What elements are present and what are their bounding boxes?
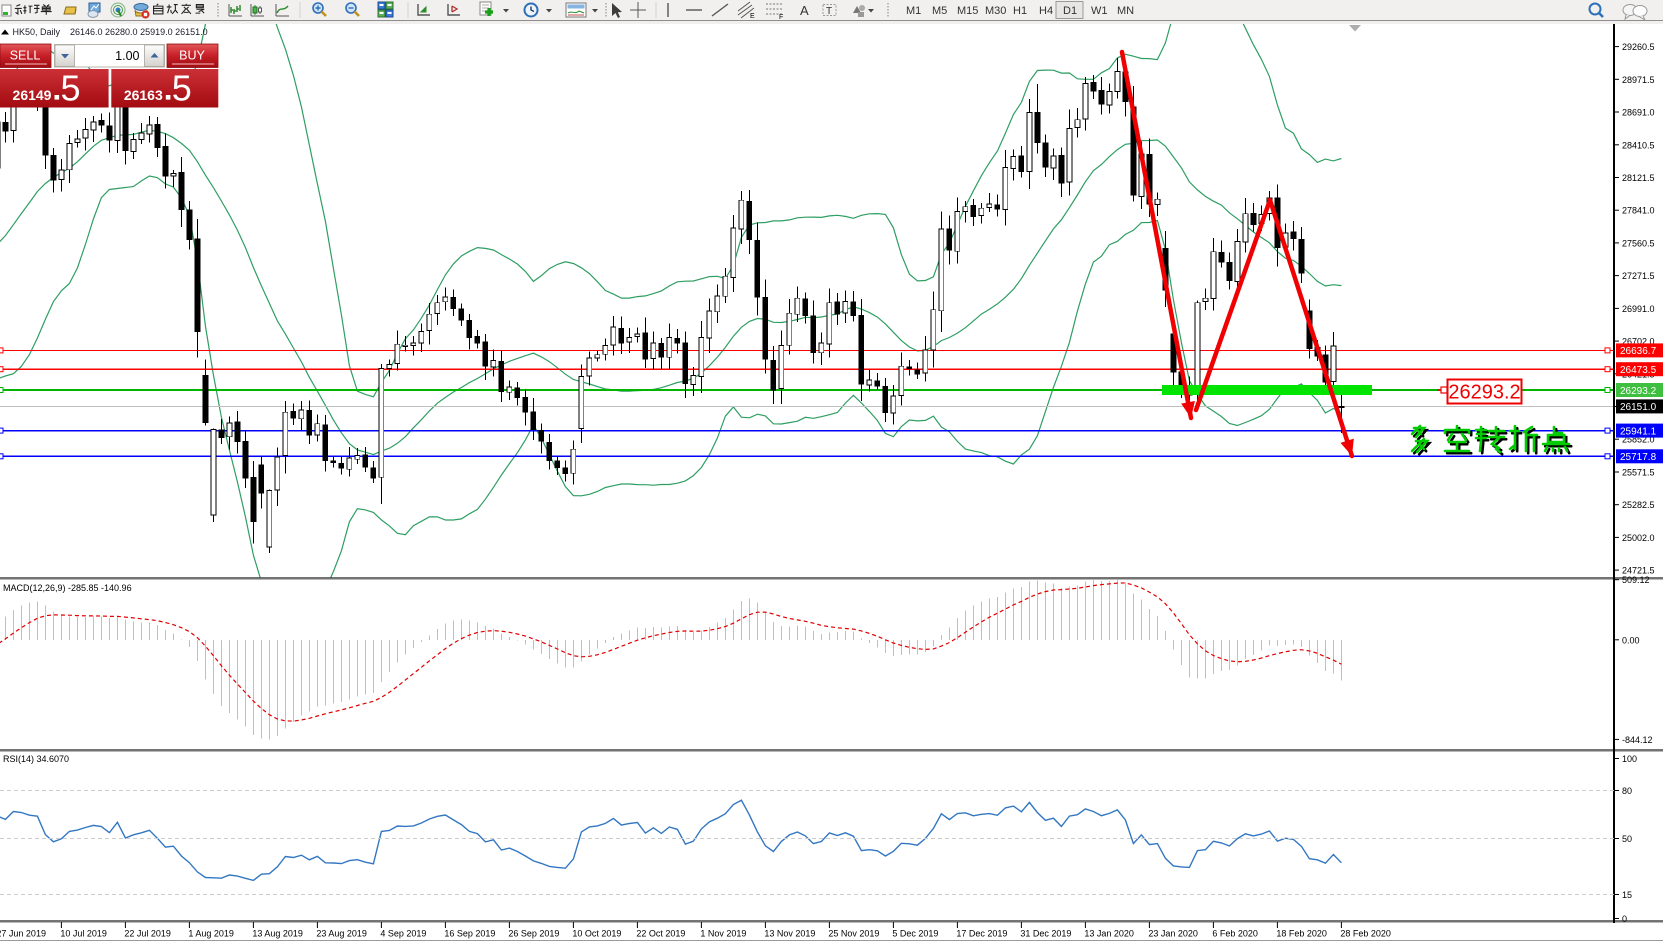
svg-text:26151.0: 26151.0	[1620, 402, 1657, 413]
svg-text:80: 80	[1622, 786, 1632, 796]
svg-text:0.00: 0.00	[1622, 635, 1640, 645]
svg-text:18 Feb 2020: 18 Feb 2020	[1276, 929, 1327, 939]
svg-text:509.12: 509.12	[1622, 575, 1650, 585]
svg-text:M5: M5	[932, 5, 947, 17]
svg-text:31 Dec 2019: 31 Dec 2019	[1020, 929, 1071, 939]
svg-text:5 Dec 2019: 5 Dec 2019	[892, 929, 938, 939]
svg-text:13 Nov 2019: 13 Nov 2019	[764, 929, 815, 939]
svg-text:M15: M15	[957, 5, 978, 17]
svg-text:BUY: BUY	[179, 49, 205, 63]
svg-text:M1: M1	[906, 5, 921, 17]
svg-text:M30: M30	[985, 5, 1006, 17]
svg-text:25282.5: 25282.5	[1622, 500, 1655, 510]
svg-text:0: 0	[1622, 914, 1627, 924]
svg-text:17 Dec 2019: 17 Dec 2019	[956, 929, 1007, 939]
svg-text:29260.5: 29260.5	[1622, 42, 1655, 52]
svg-text:28691.0: 28691.0	[1622, 108, 1655, 118]
svg-text:26163: 26163	[124, 87, 163, 103]
svg-text:25571.5: 25571.5	[1622, 468, 1655, 478]
svg-text:E: E	[750, 13, 755, 20]
svg-text:27271.5: 27271.5	[1622, 271, 1655, 281]
svg-text:SELL: SELL	[10, 49, 41, 63]
svg-text:W1: W1	[1091, 5, 1108, 17]
svg-text:4 Sep 2019: 4 Sep 2019	[380, 929, 426, 939]
svg-text:10 Jul 2019: 10 Jul 2019	[60, 929, 107, 939]
svg-text:25941.1: 25941.1	[1620, 426, 1657, 437]
svg-text:24721.5: 24721.5	[1622, 566, 1655, 576]
svg-text:22 Jul 2019: 22 Jul 2019	[124, 929, 171, 939]
svg-text:25852.0: 25852.0	[1622, 435, 1655, 445]
svg-text:25002.0: 25002.0	[1622, 533, 1655, 543]
svg-text:13 Aug 2019: 13 Aug 2019	[252, 929, 303, 939]
svg-text:28 Feb 2020: 28 Feb 2020	[1340, 929, 1391, 939]
svg-text:1 Aug 2019: 1 Aug 2019	[188, 929, 234, 939]
svg-text:6 Feb 2020: 6 Feb 2020	[1212, 929, 1258, 939]
svg-text:28410.5: 28410.5	[1622, 140, 1655, 150]
svg-text:50: 50	[1622, 834, 1632, 844]
svg-text:26473.5: 26473.5	[1620, 365, 1657, 376]
svg-text:22 Oct 2019: 22 Oct 2019	[636, 929, 685, 939]
svg-text:26149: 26149	[13, 87, 52, 103]
svg-text:27 Jun 2019: 27 Jun 2019	[0, 929, 46, 939]
svg-text:26636.7: 26636.7	[1620, 346, 1657, 357]
svg-text:MACD(12,26,9) -285.85 -140.96: MACD(12,26,9) -285.85 -140.96	[3, 583, 132, 593]
svg-text:100: 100	[1622, 754, 1637, 764]
svg-text:-844.12: -844.12	[1622, 735, 1653, 745]
svg-text:23 Jan 2020: 23 Jan 2020	[1148, 929, 1198, 939]
svg-text:26146.0 26280.0 25919.0 26151.: 26146.0 26280.0 25919.0 26151.0	[70, 27, 208, 37]
svg-text:25717.8: 25717.8	[1620, 452, 1657, 463]
svg-text:HK50, Daily: HK50, Daily	[13, 27, 61, 37]
svg-text:1 Nov 2019: 1 Nov 2019	[700, 929, 746, 939]
svg-text:26702.0: 26702.0	[1622, 337, 1655, 347]
svg-text:15: 15	[1622, 890, 1632, 900]
svg-text:RSI(14) 34.6070: RSI(14) 34.6070	[3, 754, 69, 764]
svg-text:T: T	[826, 6, 832, 17]
svg-text:H1: H1	[1013, 5, 1027, 17]
svg-text:27560.5: 27560.5	[1622, 238, 1655, 248]
svg-text:5: 5	[172, 68, 192, 109]
svg-text:23 Aug 2019: 23 Aug 2019	[316, 929, 367, 939]
svg-text:26293.2: 26293.2	[1620, 386, 1657, 397]
svg-text:F: F	[779, 14, 783, 21]
svg-text:25 Nov 2019: 25 Nov 2019	[828, 929, 879, 939]
svg-text:26293.2: 26293.2	[1448, 382, 1520, 404]
svg-text:13 Jan 2020: 13 Jan 2020	[1084, 929, 1134, 939]
svg-text:10 Oct 2019: 10 Oct 2019	[572, 929, 621, 939]
svg-text:1.00: 1.00	[115, 49, 139, 63]
svg-text:MN: MN	[1117, 5, 1134, 17]
svg-text:D1: D1	[1063, 5, 1077, 17]
svg-text:5: 5	[61, 68, 81, 109]
svg-text:H4: H4	[1039, 5, 1053, 17]
svg-text:26991.0: 26991.0	[1622, 304, 1655, 314]
svg-text:27841.0: 27841.0	[1622, 206, 1655, 216]
svg-text:A: A	[800, 3, 809, 18]
svg-text:28971.5: 28971.5	[1622, 75, 1655, 85]
svg-text:26 Sep 2019: 26 Sep 2019	[508, 929, 559, 939]
svg-text:28121.5: 28121.5	[1622, 173, 1655, 183]
svg-text:16 Sep 2019: 16 Sep 2019	[444, 929, 495, 939]
